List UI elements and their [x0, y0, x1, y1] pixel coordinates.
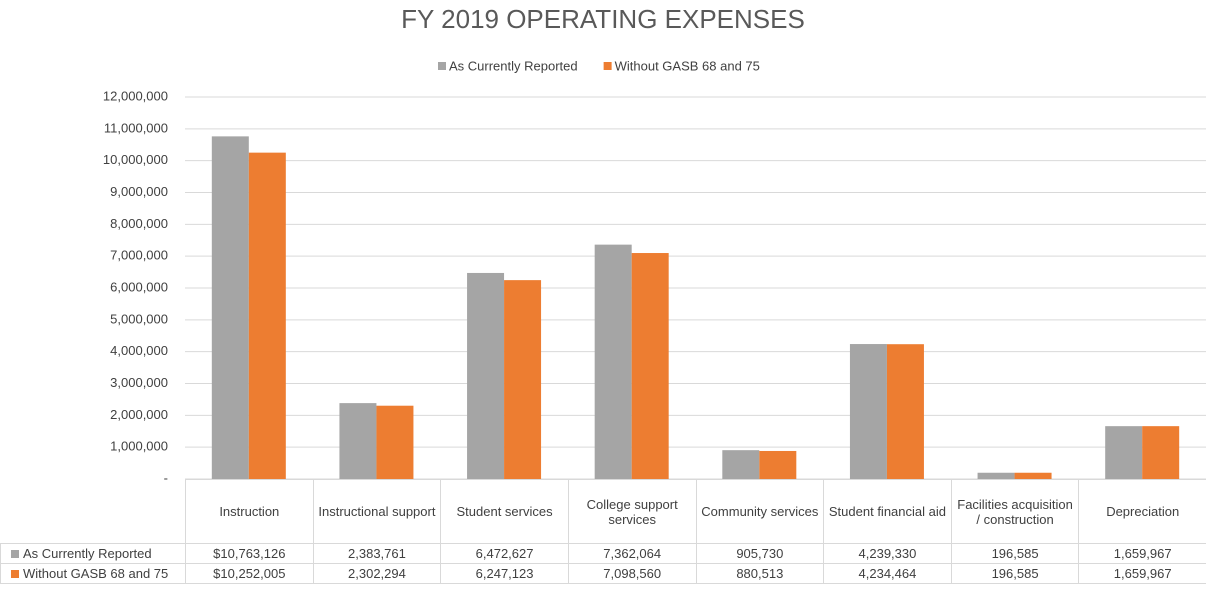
value-cell: 196,585: [950, 543, 1080, 564]
bar: [339, 403, 377, 479]
bar: [1105, 426, 1143, 479]
value-cell: 4,239,330: [823, 543, 952, 564]
value-cell: 7,098,560: [567, 563, 697, 584]
category-label: Instructional support: [312, 479, 442, 544]
chart-title: FY 2019 OPERATING EXPENSES: [401, 4, 805, 34]
legend-key: [603, 62, 612, 70]
value-cell: 2,383,761: [312, 543, 442, 564]
y-tick-label: 1,000,000: [110, 439, 168, 454]
bar: [211, 136, 249, 479]
bar: [1142, 426, 1180, 479]
y-tick-label: 10,000,000: [103, 152, 168, 167]
value-cell: 1,659,967: [1078, 563, 1206, 584]
legend-label: Without GASB 68 and 75: [615, 58, 760, 73]
category-label: College support services: [567, 479, 697, 544]
bar: [467, 272, 505, 479]
y-tick-label: 8,000,000: [110, 216, 168, 231]
y-tick-label: 5,000,000: [110, 311, 168, 326]
bar: [594, 244, 632, 479]
value-cell: 2,302,294: [312, 563, 442, 584]
value-cell: 4,234,464: [823, 563, 952, 584]
blank-cell: [1, 480, 186, 544]
category-label: Student financial aid: [823, 479, 952, 544]
value-cell: 7,362,064: [567, 543, 697, 564]
bar: [977, 472, 1015, 479]
legend-key: [438, 62, 446, 70]
category-label: Depreciation: [1078, 479, 1206, 544]
data-table: Instruction Instructional support Student …: [0, 479, 1206, 584]
series-row: Without GASB 68 and 75 $10,252,005 2,302,2…: [0, 563, 1206, 584]
y-tick-label: 7,000,000: [110, 248, 168, 263]
legend-label: As Currently Reported: [449, 58, 578, 73]
y-tick-label: 11,000,000: [104, 120, 168, 135]
y-tick-label: 12,000,000: [103, 88, 168, 103]
bar: [248, 152, 286, 479]
bar: [759, 450, 797, 479]
bar: [631, 253, 669, 479]
chart: FY 2019 OPERATING EXPENSES - 1,000,000 2,0…: [103, 4, 1206, 480]
value-cell: 196,585: [950, 563, 1080, 584]
category-label: Student services: [440, 479, 569, 544]
row-header: As Currently Reported: [0, 543, 186, 564]
value-cell: 6,472,627: [440, 543, 569, 564]
bar: [376, 405, 414, 479]
row-label: As Currently Reported: [23, 546, 152, 561]
category-label: Instruction: [185, 479, 314, 544]
y-tick-label: 9,000,000: [110, 184, 168, 199]
row-header: Without GASB 68 and 75: [0, 563, 186, 584]
value-cell: $10,763,126: [185, 543, 314, 564]
value-cell: 1,659,967: [1078, 543, 1206, 564]
value-cell: 6,247,123: [440, 563, 569, 584]
bar: [722, 450, 760, 479]
category-label: Community services: [695, 479, 825, 544]
y-tick-label: -: [164, 470, 168, 480]
y-tick-label: 4,000,000: [110, 343, 168, 358]
category-row: Instruction Instructional support Student …: [1, 479, 1206, 544]
bar: [886, 344, 924, 479]
y-tick-label: 3,000,000: [110, 375, 168, 390]
bar: [849, 344, 887, 479]
series-row: As Currently Reported $10,763,126 2,383,76…: [0, 543, 1206, 564]
value-cell: 905,730: [695, 543, 825, 564]
category-label: Facilities acquisition / construction: [950, 479, 1080, 544]
y-tick-label: 6,000,000: [110, 279, 168, 294]
y-tick-label: 2,000,000: [110, 407, 168, 422]
row-label: Without GASB 68 and 75: [23, 566, 169, 581]
legend-key: [11, 570, 19, 578]
value-cell: 880,513: [695, 563, 825, 584]
bar: [1014, 472, 1052, 479]
bar: [504, 280, 542, 479]
legend-key: [11, 550, 19, 558]
value-cell: $10,252,005: [185, 563, 314, 584]
